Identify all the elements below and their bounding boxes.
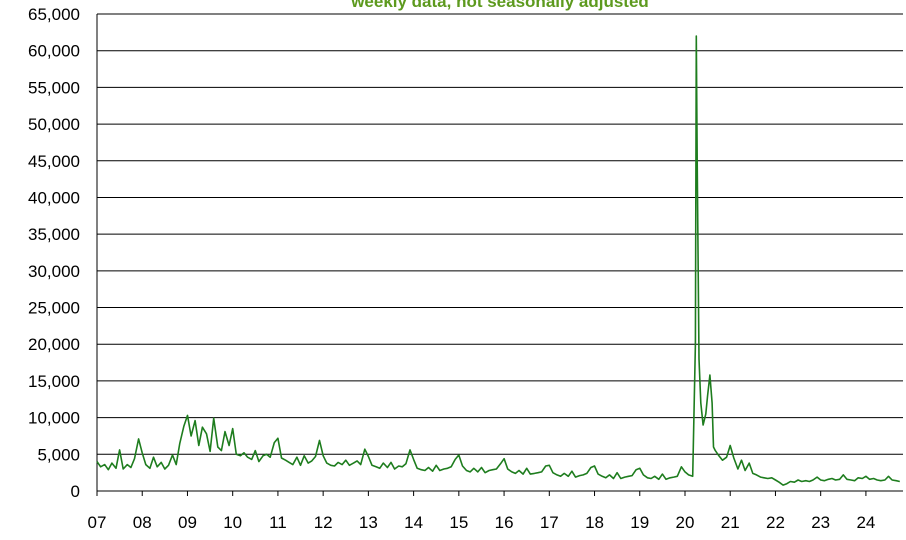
y-tick-label: 45,000: [28, 152, 80, 171]
x-tick-label: 15: [449, 513, 468, 532]
x-tick-label: 20: [676, 513, 695, 532]
x-tick-label: 23: [811, 513, 830, 532]
y-tick-label: 20,000: [28, 335, 80, 354]
x-tick-label: 17: [540, 513, 559, 532]
x-tick-label: 10: [223, 513, 242, 532]
x-tick-label: 22: [766, 513, 785, 532]
y-tick-label: 30,000: [28, 262, 80, 281]
x-tick-label: 18: [585, 513, 604, 532]
x-tick-label: 13: [359, 513, 378, 532]
y-tick-label: 55,000: [28, 78, 80, 97]
y-tick-label: 35,000: [28, 225, 80, 244]
data-line: [96, 35, 900, 486]
y-tick-label: 65,000: [28, 5, 80, 24]
y-tick-label: 15,000: [28, 372, 80, 391]
y-tick-label: 25,000: [28, 299, 80, 318]
x-tick-label: 08: [133, 513, 152, 532]
x-tick-label: 07: [88, 513, 107, 532]
y-tick-label: 40,000: [28, 188, 80, 207]
x-tick-label: 14: [404, 513, 423, 532]
y-tick-label: 60,000: [28, 42, 80, 61]
x-tick-label: 11: [269, 513, 287, 532]
x-tick-label: 21: [721, 513, 740, 532]
x-tick-label: 09: [178, 513, 197, 532]
chart-subtitle: weekly data, not seasonally adjusted: [350, 0, 649, 11]
x-tick-label: 24: [856, 513, 875, 532]
y-tick-label: 5,000: [37, 445, 80, 464]
y-tick-label: 10,000: [28, 409, 80, 428]
y-tick-label: 50,000: [28, 115, 80, 134]
x-tick-label: 19: [630, 513, 649, 532]
x-tick-label: 16: [495, 513, 514, 532]
x-tick-label: 12: [314, 513, 333, 532]
y-tick-label: 0: [71, 482, 80, 501]
